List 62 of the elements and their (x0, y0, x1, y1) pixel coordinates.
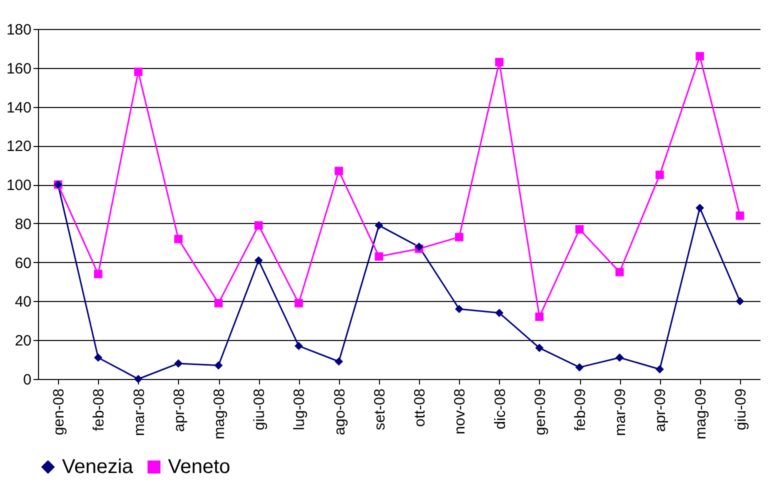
point (495, 58, 504, 66)
point (94, 270, 102, 278)
x-tick-label: apr-08 (170, 388, 188, 432)
x-tick-label: mar-08 (130, 388, 148, 436)
point (535, 344, 544, 352)
point (254, 221, 263, 230)
point (575, 363, 584, 372)
x-tick-label: giu-08 (251, 388, 268, 430)
y-tick-label: 160 (6, 60, 32, 78)
point (334, 357, 344, 366)
y-tick-label: 0 (23, 372, 32, 388)
point (615, 268, 624, 276)
point (374, 252, 384, 261)
x-tick-label: mag-08 (211, 388, 228, 440)
point (174, 234, 183, 244)
point (134, 68, 142, 76)
point (94, 353, 102, 362)
point (535, 312, 544, 321)
x-tick-label: giu-09 (732, 388, 750, 430)
point (214, 361, 223, 370)
x-tick-label: feb-09 (572, 388, 589, 432)
point (696, 204, 704, 212)
y-tick-label: 80 (14, 216, 32, 233)
point (174, 359, 183, 368)
point (454, 304, 464, 314)
x-tick-label: dic-08 (492, 388, 509, 430)
x-tick-label: mag-09 (692, 388, 710, 440)
point (736, 297, 744, 306)
point (294, 298, 303, 308)
x-tick-label: nov-08 (452, 388, 469, 434)
point (254, 256, 263, 265)
point (454, 232, 464, 242)
x-tick-label: gen-08 (50, 388, 68, 436)
y-tick-label: 60 (14, 254, 32, 272)
x-tick-label: ago-08 (331, 388, 348, 436)
point (214, 298, 223, 308)
x-tick-label: apr-09 (652, 388, 670, 432)
x-tick-label: set-08 (371, 388, 388, 430)
y-tick-label: 100 (6, 177, 32, 194)
point (696, 52, 704, 60)
point (294, 342, 303, 350)
point (334, 166, 344, 176)
legend-label: Venezia (62, 456, 134, 478)
point (736, 211, 744, 220)
point (656, 365, 664, 374)
point (575, 225, 584, 234)
y-tick-label: 20 (14, 332, 32, 350)
legend-label: Veneto (168, 456, 230, 478)
x-tick-label: gen-09 (532, 388, 549, 436)
point (656, 170, 664, 180)
y-tick-label: 180 (6, 22, 32, 38)
point (374, 221, 384, 230)
y-tick-label: 140 (6, 99, 32, 116)
x-tick-label: mar-09 (612, 388, 630, 436)
x-tick-label: feb-08 (90, 388, 108, 432)
point (615, 353, 624, 362)
x-tick-label: ott-08 (412, 388, 429, 427)
y-tick-label: 120 (6, 138, 32, 156)
point (495, 308, 504, 318)
y-tick-label: 40 (14, 294, 32, 311)
x-tick-label: lug-08 (291, 388, 308, 430)
point (134, 374, 142, 384)
